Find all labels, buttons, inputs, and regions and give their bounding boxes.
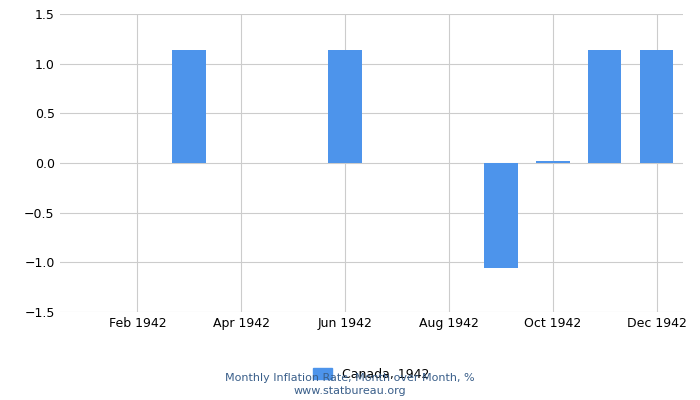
Text: www.statbureau.org: www.statbureau.org	[294, 386, 406, 396]
Bar	[588, 50, 622, 163]
Legend: Canada, 1942: Canada, 1942	[308, 363, 434, 386]
Bar	[172, 50, 206, 163]
Bar	[328, 50, 362, 163]
Bar	[536, 161, 570, 163]
Bar	[640, 50, 673, 163]
Bar	[484, 163, 518, 268]
Text: Monthly Inflation Rate, Month over Month, %: Monthly Inflation Rate, Month over Month…	[225, 373, 475, 383]
